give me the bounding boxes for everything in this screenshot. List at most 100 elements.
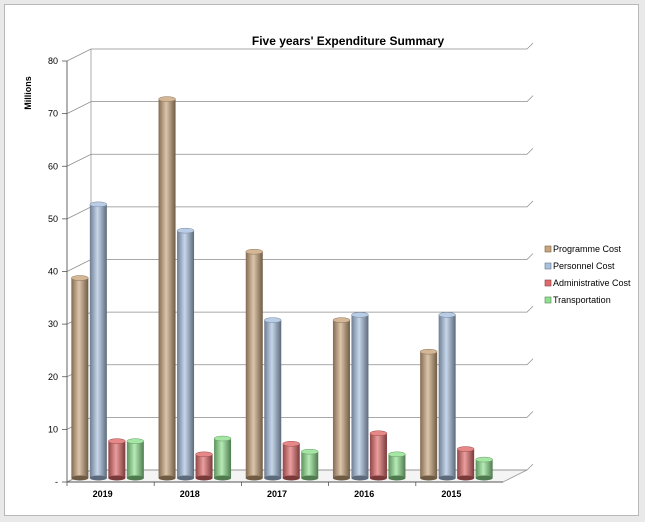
bar-base — [475, 475, 493, 481]
bar-body — [108, 441, 126, 478]
bar-body — [264, 320, 282, 478]
bar-body — [89, 204, 107, 478]
bar-body — [71, 278, 89, 478]
bar-top — [264, 317, 282, 323]
x-tick-label: 2017 — [267, 489, 287, 499]
grid-layer — [66, 42, 534, 483]
bar-base — [369, 475, 387, 481]
bar-top — [369, 430, 388, 437]
bar-base — [438, 475, 456, 481]
bar — [301, 448, 319, 481]
bar-body — [420, 351, 438, 478]
bar — [369, 430, 388, 481]
bar-top — [475, 456, 493, 463]
legend: Programme Cost Personnel Cost Administrati… — [544, 244, 631, 305]
bar-body — [214, 438, 232, 478]
legend-label: Programme Cost — [553, 244, 622, 254]
bar-top — [108, 438, 126, 444]
bar-base — [332, 475, 350, 481]
bar — [108, 438, 126, 481]
bar — [475, 456, 493, 481]
bar-body — [245, 251, 263, 478]
gridline — [66, 411, 534, 430]
bar — [438, 312, 456, 481]
y-tick-label: 50 — [48, 214, 58, 224]
bar — [71, 275, 89, 481]
bar-body — [126, 441, 144, 478]
bar — [264, 317, 282, 481]
bar-base — [195, 475, 213, 481]
y-tick-label: 60 — [48, 161, 58, 171]
bar — [89, 201, 108, 481]
y-tick-label: 30 — [48, 319, 58, 329]
legend-swatch — [544, 279, 552, 287]
bar — [282, 441, 300, 481]
y-tick-label: - — [55, 477, 58, 487]
bar-top — [89, 201, 108, 208]
bar-base — [158, 475, 176, 481]
bar — [126, 438, 145, 481]
bar-base — [351, 475, 369, 481]
y-tick-label: 40 — [48, 267, 58, 277]
bar-top — [282, 441, 300, 447]
bar-body — [457, 449, 475, 478]
legend-swatch — [544, 296, 552, 304]
bar-top — [71, 275, 89, 281]
chart-title: Five years' Expenditure Summary — [252, 34, 445, 48]
legend-swatch — [544, 245, 552, 253]
legend-label: Administrative Cost — [553, 278, 631, 288]
bar-body — [195, 454, 213, 478]
legend-label: Transportation — [553, 295, 611, 305]
x-tick-label: 2019 — [93, 489, 113, 499]
bar-base — [89, 475, 107, 481]
bar-base — [457, 475, 475, 481]
bar — [332, 317, 351, 481]
bar-top — [245, 248, 263, 255]
bar — [456, 446, 475, 481]
bar — [245, 248, 263, 481]
gridline — [66, 200, 534, 220]
bar-top — [332, 317, 351, 323]
bar-top — [213, 435, 232, 442]
x-tick-label: 2015 — [441, 489, 461, 499]
bar-base — [264, 475, 282, 481]
bar — [351, 312, 369, 481]
gridline — [66, 95, 534, 114]
bar-base — [420, 475, 438, 481]
bar-top — [419, 348, 438, 355]
bar-top — [158, 96, 176, 102]
y-tick-label: 70 — [48, 109, 58, 119]
axis-layer — [62, 60, 503, 486]
bar-base — [301, 475, 319, 481]
bar-top — [388, 451, 406, 458]
y-tick-label: 80 — [48, 56, 58, 66]
bar — [195, 451, 213, 481]
bar-top — [195, 451, 213, 458]
bar-body — [158, 99, 176, 478]
bar-body — [332, 320, 350, 478]
bar-top — [126, 438, 145, 444]
bar — [388, 451, 406, 481]
bar-top — [301, 448, 319, 455]
bar-base — [282, 475, 300, 481]
bar-body — [438, 314, 456, 478]
x-tick-label: 2018 — [180, 489, 200, 499]
bar-chart: Five years' Expenditure Summary Millions… — [23, 34, 631, 499]
bar-base — [214, 475, 232, 481]
bar-body — [369, 433, 387, 478]
x-tick-label: 2016 — [354, 489, 374, 499]
bar — [419, 348, 438, 481]
bar-body — [301, 451, 319, 478]
gridline — [66, 358, 534, 378]
bar-base — [177, 475, 195, 481]
bar-top — [438, 312, 456, 318]
y-tick-label: 20 — [48, 372, 58, 382]
bar-top — [176, 227, 195, 234]
chart-frame: Five years' Expenditure Summary Millions… — [4, 4, 639, 516]
gridline — [66, 148, 534, 167]
y-tick-label: 10 — [48, 424, 58, 434]
bar-base — [388, 475, 406, 481]
bar — [213, 435, 232, 481]
gridline — [66, 305, 534, 325]
bar-body — [282, 443, 300, 478]
